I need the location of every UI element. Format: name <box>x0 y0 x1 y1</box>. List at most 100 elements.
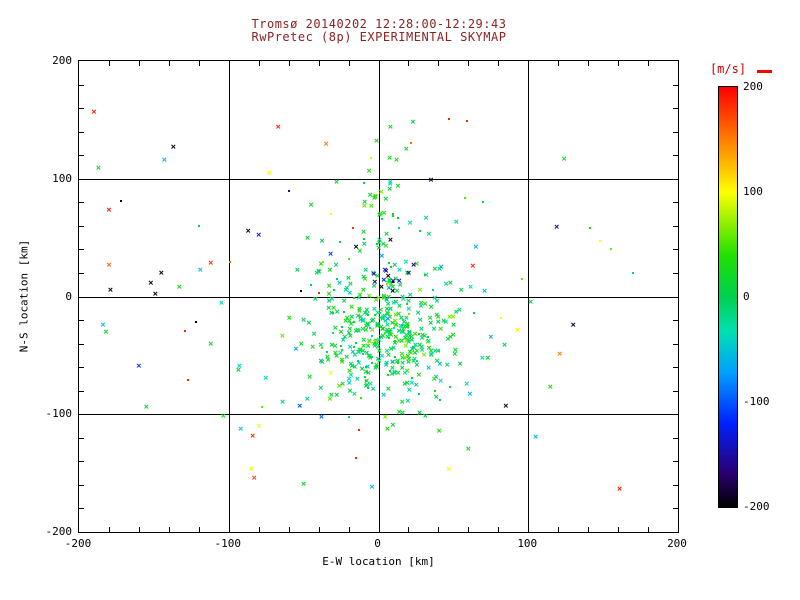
colorbar <box>718 86 738 508</box>
data-point: × <box>418 324 425 335</box>
data-point: × <box>329 340 335 351</box>
data-point <box>341 326 344 329</box>
data-point: × <box>300 479 307 490</box>
data-point: × <box>103 327 109 338</box>
data-point: × <box>356 304 363 315</box>
data-point: × <box>411 343 417 354</box>
data-point: × <box>323 139 329 150</box>
data-point: × <box>450 312 456 323</box>
data-point: × <box>408 332 415 343</box>
minor-tick <box>673 461 678 463</box>
data-point: × <box>364 376 370 387</box>
data-point: × <box>95 163 102 174</box>
data-point <box>260 406 263 409</box>
data-point: × <box>391 260 398 271</box>
minor-tick <box>79 320 84 322</box>
data-point: × <box>373 337 380 348</box>
data-point <box>417 332 420 335</box>
data-point: × <box>553 222 560 233</box>
data-point: × <box>360 346 366 357</box>
data-point: × <box>332 323 338 334</box>
data-point: × <box>422 411 429 422</box>
minor-tick <box>438 527 440 532</box>
data-point: × <box>418 298 424 309</box>
data-point: × <box>362 274 368 285</box>
x-axis-label: E-W location [km] <box>322 555 435 568</box>
data-point: × <box>388 330 394 341</box>
data-point: × <box>404 322 410 333</box>
data-point: × <box>403 341 409 352</box>
data-point: × <box>387 179 393 190</box>
data-point: × <box>370 315 376 326</box>
data-point: × <box>413 380 420 391</box>
data-point: × <box>399 353 406 364</box>
data-point <box>287 189 290 192</box>
data-point: × <box>401 317 407 328</box>
data-point: × <box>263 373 269 384</box>
data-point: × <box>426 229 432 240</box>
minor-tick <box>198 527 200 532</box>
data-point: × <box>387 325 394 336</box>
data-point: × <box>394 358 399 367</box>
data-point: × <box>310 342 316 353</box>
data-point: × <box>376 210 383 221</box>
data-point: × <box>348 312 355 323</box>
y-tick-label: -200 <box>45 525 73 538</box>
data-point: × <box>376 335 382 346</box>
data-point: × <box>452 345 458 356</box>
data-point: × <box>398 321 404 332</box>
data-point: × <box>385 278 391 289</box>
data-point: × <box>409 378 415 389</box>
data-point <box>437 350 440 353</box>
data-point: × <box>399 349 405 360</box>
minor-tick <box>588 527 590 532</box>
data-point: × <box>366 166 372 177</box>
data-point: × <box>479 353 486 364</box>
data-point: × <box>383 241 389 252</box>
minor-tick <box>673 390 678 392</box>
data-point: × <box>369 325 376 336</box>
data-point: × <box>392 310 399 321</box>
data-point: × <box>388 344 394 355</box>
data-point: × <box>426 343 432 354</box>
data-point: × <box>393 320 399 331</box>
data-point: × <box>363 381 369 392</box>
data-point: × <box>465 444 472 455</box>
data-point <box>338 240 341 243</box>
data-point: × <box>437 359 443 370</box>
data-point <box>403 356 406 359</box>
data-point: × <box>333 177 340 188</box>
data-point: × <box>380 312 387 323</box>
data-point: × <box>235 365 242 376</box>
data-point: × <box>374 319 381 330</box>
data-point: × <box>378 282 385 293</box>
minor-tick <box>468 61 470 66</box>
data-point: × <box>467 389 473 400</box>
data-point <box>411 345 414 348</box>
data-point: × <box>374 362 380 373</box>
data-point: × <box>391 367 398 378</box>
data-point: × <box>402 379 408 390</box>
y-tick-label: -100 <box>45 407 73 421</box>
data-point: × <box>383 360 389 371</box>
data-point: × <box>346 316 353 327</box>
data-point: × <box>434 296 440 307</box>
data-point: × <box>360 335 367 346</box>
minor-tick <box>79 108 84 110</box>
data-point <box>432 289 435 292</box>
data-point: × <box>306 372 313 383</box>
data-point <box>500 316 503 319</box>
data-point: × <box>380 331 386 342</box>
data-point: × <box>385 350 392 361</box>
data-point <box>364 366 367 369</box>
data-point: × <box>361 239 368 250</box>
data-point <box>390 265 393 268</box>
data-point: × <box>443 317 449 328</box>
data-point: × <box>387 304 394 315</box>
data-point: × <box>410 260 417 271</box>
data-point: × <box>561 154 567 165</box>
data-point <box>341 348 344 351</box>
data-point: × <box>389 363 396 374</box>
minor-tick <box>348 61 350 66</box>
